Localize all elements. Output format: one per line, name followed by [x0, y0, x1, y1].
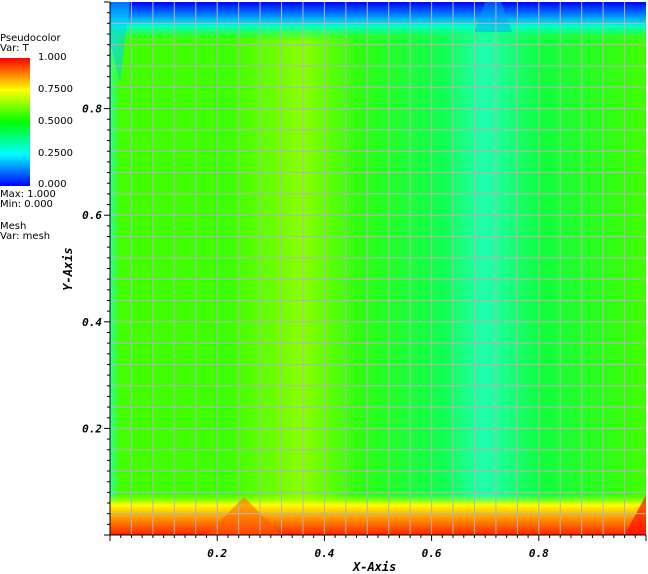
field-bottom-right-corner	[624, 495, 646, 535]
legend-min: Min: 0.000	[0, 199, 53, 210]
x-tick-label: 0.6	[422, 547, 442, 560]
y-tick-label: 0.8	[82, 103, 102, 116]
x-tick-label: 0.8	[529, 547, 549, 560]
field-bulk	[110, 2, 646, 535]
y-axis-title: Y-Axis	[61, 247, 75, 291]
legend-mesh-title: Mesh	[0, 221, 27, 232]
field-left-edge	[110, 32, 124, 505]
field-bottom-hot-spot	[206, 497, 282, 535]
temperature-field	[110, 2, 646, 535]
mesh-grid	[110, 2, 646, 535]
legend-mesh-var: Var: mesh	[0, 231, 51, 242]
colorbar-tick-label: 0.2500	[38, 148, 73, 159]
legend-pseudocolor-title: Pseudocolor	[0, 33, 61, 44]
x-tick-label: 0.4	[314, 547, 334, 560]
legend-max: Max: 1.000	[0, 189, 56, 200]
y-tick-label: 0.2	[82, 422, 102, 435]
x-tick-label: 0.2	[207, 547, 227, 560]
field-top-notch	[474, 2, 512, 32]
colorbar-tick-label: 1.000	[38, 52, 67, 63]
field-top-left-corner	[110, 2, 130, 82]
field-top-edge	[110, 2, 646, 42]
colorbar-tick-label: 0.000	[38, 179, 67, 190]
colorbar-tick-label: 0.7500	[38, 84, 73, 95]
colorbar	[0, 58, 30, 186]
x-axis-title: X-Axis	[353, 560, 397, 574]
y-tick-label: 0.6	[82, 209, 102, 222]
y-tick-label: 0.4	[82, 316, 102, 329]
legend-pseudocolor-var: Var: T	[0, 43, 29, 54]
legend: Pseudocolor Var: T 1.000 0.7500 0.5000 0…	[0, 0, 108, 250]
colorbar-tick-label: 0.5000	[38, 116, 73, 127]
field-bottom-edge	[110, 495, 646, 535]
axes: 0.2 0.4 0.6 0.8 0.2 0.4 0.6 0.8	[82, 1, 647, 560]
